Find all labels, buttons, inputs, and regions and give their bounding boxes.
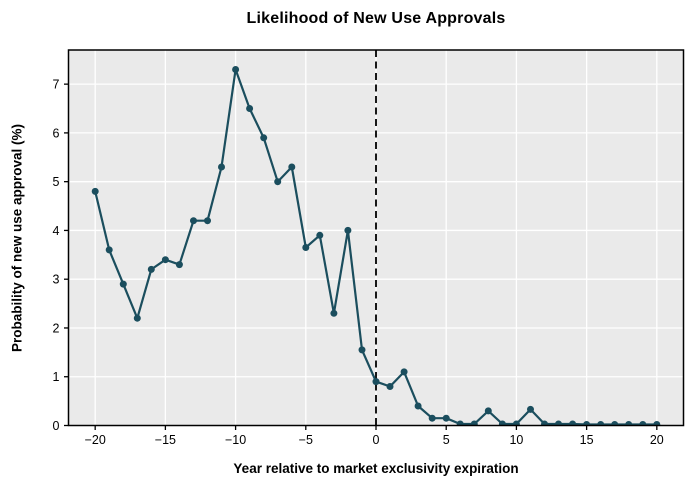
data-point [330,309,338,317]
data-point [133,314,141,322]
x-tick-label: −5 [299,433,313,447]
data-point [639,421,647,426]
data-point [246,105,254,112]
x-axis-label: Year relative to market exclusivity expi… [233,461,519,476]
y-tick-label: 2 [53,321,60,335]
data-point [653,421,661,426]
x-tick-label: −20 [85,433,106,447]
data-point [358,346,366,354]
data-point [161,256,169,264]
data-point [541,420,548,426]
x-tick-label: −15 [155,433,176,447]
x-tick-label: 15 [580,433,594,447]
x-tick-label: −10 [225,433,246,447]
y-tick-label: 1 [53,370,60,384]
data-point [274,178,282,186]
data-point [442,414,450,422]
data-point [569,420,577,426]
data-point [386,383,394,390]
data-point [344,226,352,234]
data-point [316,231,324,239]
data-series [91,66,661,426]
data-point [597,421,605,426]
x-tick-label: 5 [443,433,450,447]
y-tick-label: 4 [53,224,60,238]
data-point [512,420,520,426]
data-point [204,217,211,225]
data-point [119,280,127,288]
y-tick-label: 7 [53,78,60,92]
data-point [147,265,155,273]
y-tick-label: 3 [53,273,60,287]
x-tick-label: 10 [509,433,523,447]
data-point [91,187,99,195]
data-point [400,368,408,376]
data-point [288,163,296,171]
data-point [302,244,310,251]
data-point [470,420,478,426]
data-point [484,407,492,415]
data-point [625,421,633,426]
data-point [414,402,422,410]
data-point [175,261,183,269]
data-point [260,134,268,142]
data-point [218,163,225,171]
data-point [105,246,113,254]
x-tick-label: 20 [650,433,664,447]
data-point [456,420,464,426]
data-point [527,405,534,413]
chart-title: Likelihood of New Use Approvals [246,10,506,27]
x-tick-label: 0 [373,433,380,447]
data-point [190,217,197,225]
data-point [611,421,619,426]
data-point [372,378,380,386]
y-tick-label: 6 [53,126,60,140]
data-point [428,414,436,422]
data-point [583,421,591,426]
data-point [498,420,506,426]
y-tick-label: 5 [53,175,60,189]
y-tick-label: 0 [53,419,60,433]
data-point [232,66,240,73]
data-point [555,420,562,426]
